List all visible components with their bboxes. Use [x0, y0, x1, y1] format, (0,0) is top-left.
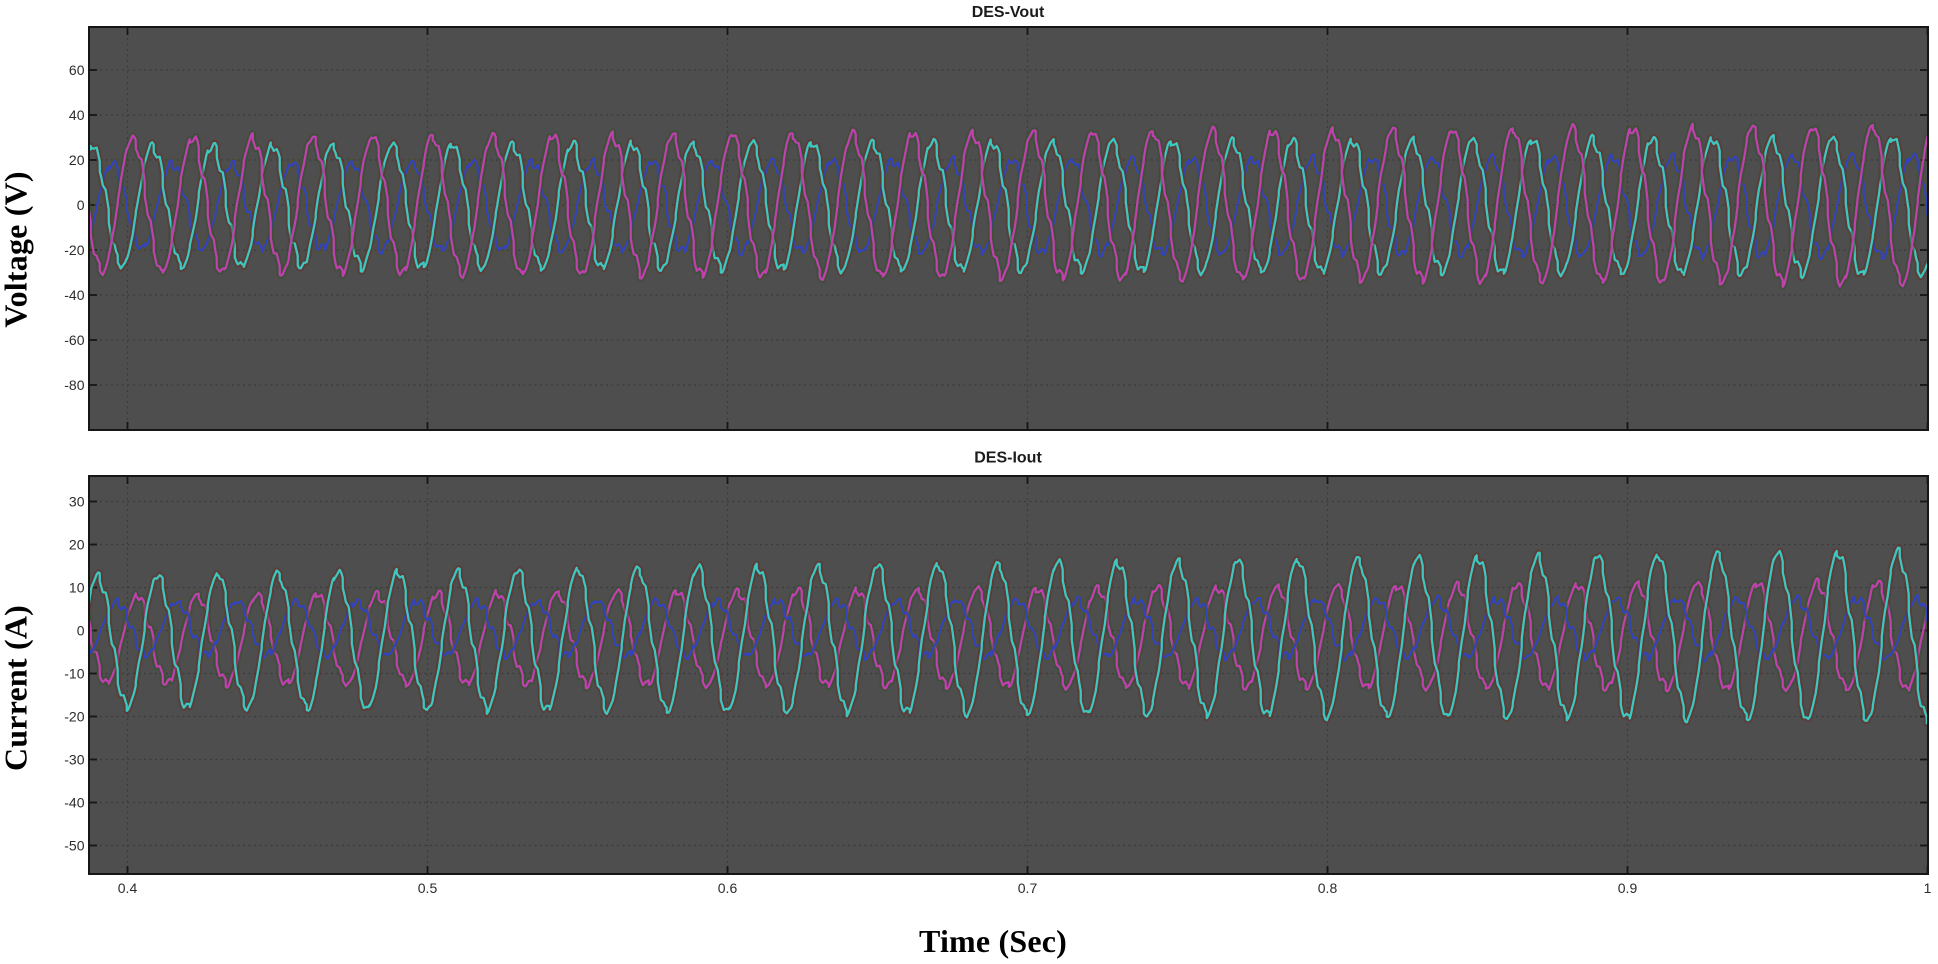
- svg-text:-30: -30: [64, 752, 84, 768]
- svg-text:0.7: 0.7: [1018, 880, 1038, 896]
- svg-text:20: 20: [69, 152, 85, 168]
- svg-text:Voltage (V): Voltage (V): [0, 171, 34, 328]
- svg-text:-40: -40: [64, 287, 84, 303]
- svg-text:0: 0: [77, 623, 85, 639]
- svg-text:Time (Sec): Time (Sec): [919, 923, 1067, 959]
- svg-text:40: 40: [69, 107, 85, 123]
- svg-text:-80: -80: [64, 377, 84, 393]
- svg-text:0.4: 0.4: [118, 880, 138, 896]
- svg-text:-20: -20: [64, 242, 84, 258]
- svg-text:-60: -60: [64, 332, 84, 348]
- svg-text:0.9: 0.9: [1618, 880, 1638, 896]
- svg-text:0.6: 0.6: [718, 880, 738, 896]
- svg-text:20: 20: [69, 537, 85, 553]
- svg-text:0: 0: [77, 197, 85, 213]
- svg-text:-10: -10: [64, 666, 84, 682]
- svg-text:Current (A): Current (A): [0, 605, 34, 771]
- svg-text:-20: -20: [64, 709, 84, 725]
- svg-text:-50: -50: [64, 838, 84, 854]
- svg-text:0.8: 0.8: [1318, 880, 1338, 896]
- svg-text:DES-Vout: DES-Vout: [972, 4, 1045, 21]
- svg-text:60: 60: [69, 62, 85, 78]
- svg-text:0.5: 0.5: [418, 880, 438, 896]
- svg-text:30: 30: [69, 494, 85, 510]
- svg-text:DES-Iout: DES-Iout: [974, 450, 1042, 467]
- svg-text:10: 10: [69, 580, 85, 596]
- svg-text:1: 1: [1924, 880, 1932, 896]
- svg-text:-40: -40: [64, 795, 84, 811]
